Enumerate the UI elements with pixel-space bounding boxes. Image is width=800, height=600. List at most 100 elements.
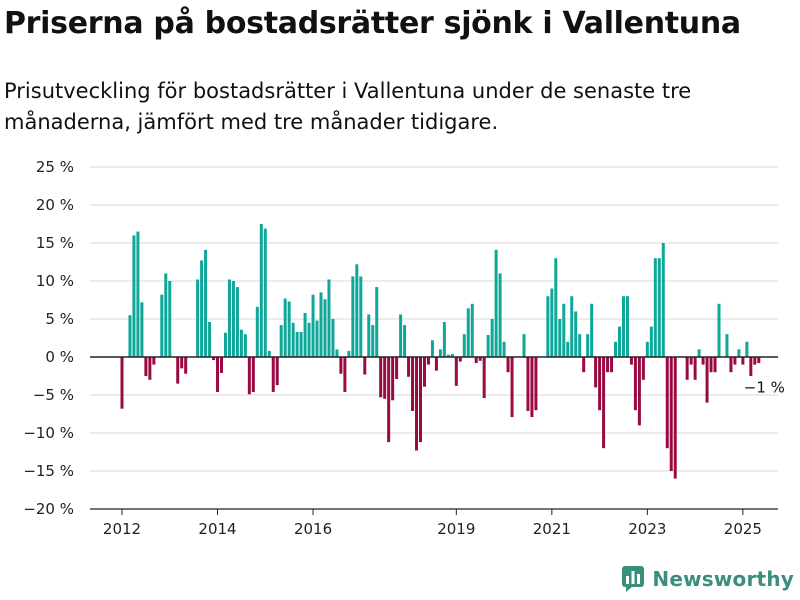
bar <box>120 357 124 409</box>
bar <box>387 357 391 443</box>
bar <box>331 319 335 357</box>
bar <box>498 273 502 357</box>
bar <box>152 357 156 365</box>
bar <box>391 357 395 401</box>
bar <box>629 357 633 365</box>
bar <box>757 357 761 364</box>
bar <box>335 349 339 357</box>
bar <box>717 303 721 357</box>
bar <box>144 357 148 376</box>
bar <box>419 357 422 443</box>
x-axis: 2012 2014 2016 2019 2021 2023 2025 <box>90 508 778 538</box>
y-tick-label: 20 % <box>36 196 74 214</box>
x-tick-label: 2025 <box>724 520 762 538</box>
annotations: −1 % <box>744 378 785 396</box>
brand-logo: Newsworthy <box>622 564 794 594</box>
bar <box>701 357 705 365</box>
bar <box>546 296 550 357</box>
bar <box>558 319 562 357</box>
bar <box>438 349 442 357</box>
bar <box>490 319 494 357</box>
bar <box>478 357 482 361</box>
bar <box>291 322 295 357</box>
bar <box>570 296 574 357</box>
bar <box>673 357 677 479</box>
bar <box>733 357 737 365</box>
bar <box>359 276 363 357</box>
bar <box>713 357 717 373</box>
bar <box>705 357 709 403</box>
bar <box>379 357 383 398</box>
bar <box>200 260 204 357</box>
bar <box>470 303 474 357</box>
bar <box>319 292 323 357</box>
bar <box>403 325 407 357</box>
bar <box>395 357 399 380</box>
bar <box>267 350 271 357</box>
bar <box>227 279 231 357</box>
bar <box>259 224 263 357</box>
bar <box>251 357 255 392</box>
y-tick-label: 0 % <box>45 348 74 366</box>
x-tick-label: 2014 <box>198 520 236 538</box>
bar <box>323 299 327 357</box>
bar <box>442 322 446 357</box>
y-tick-label: 15 % <box>36 234 74 252</box>
bar <box>275 357 279 386</box>
bar <box>578 334 582 357</box>
bar <box>311 294 315 357</box>
bar <box>168 281 172 357</box>
bar-chart: 25 % 20 % 15 % 10 % 5 % 0 % −5 % −10 % −15 % −20 … <box>23 158 785 538</box>
bar <box>160 294 164 357</box>
y-tick-label: 10 % <box>36 272 74 290</box>
bar <box>725 334 729 357</box>
y-tick-label: 25 % <box>36 158 74 176</box>
y-tick-label: −15 % <box>23 462 74 480</box>
bar <box>283 298 287 357</box>
bar <box>184 357 188 374</box>
bar <box>745 341 749 357</box>
bar <box>466 308 470 357</box>
bar <box>140 302 144 357</box>
bar <box>136 231 140 357</box>
bar <box>554 258 558 357</box>
bar <box>586 334 590 357</box>
bar <box>522 334 526 357</box>
bar <box>208 322 212 357</box>
bar <box>164 273 168 357</box>
bar <box>486 334 490 357</box>
bar <box>180 357 184 369</box>
bar <box>534 357 538 411</box>
bar <box>371 325 375 357</box>
y-tick-label: −5 % <box>33 386 74 404</box>
bar <box>709 357 713 373</box>
newsworthy-logo-icon <box>622 566 645 592</box>
bar <box>669 357 673 471</box>
bar <box>204 249 208 357</box>
bar <box>530 357 534 418</box>
bar <box>351 276 355 357</box>
bar <box>231 281 235 357</box>
bar <box>450 353 454 357</box>
bar <box>399 314 403 357</box>
bar <box>462 334 466 357</box>
bar <box>148 357 152 380</box>
bar <box>279 325 283 357</box>
bar <box>212 357 216 361</box>
bar <box>602 357 606 449</box>
bar <box>665 357 669 449</box>
bar <box>610 357 614 373</box>
x-tick-label: 2012 <box>103 520 141 538</box>
bar <box>307 322 311 357</box>
bar <box>434 357 438 371</box>
y-tick-label: 5 % <box>45 310 74 328</box>
bar <box>685 357 689 380</box>
brand-name: Newsworthy <box>652 567 794 591</box>
bar <box>649 326 653 357</box>
bar <box>367 314 371 357</box>
bar <box>176 357 180 384</box>
bar <box>693 357 697 380</box>
bar <box>637 357 641 426</box>
bar <box>339 357 343 374</box>
bar <box>263 228 267 357</box>
